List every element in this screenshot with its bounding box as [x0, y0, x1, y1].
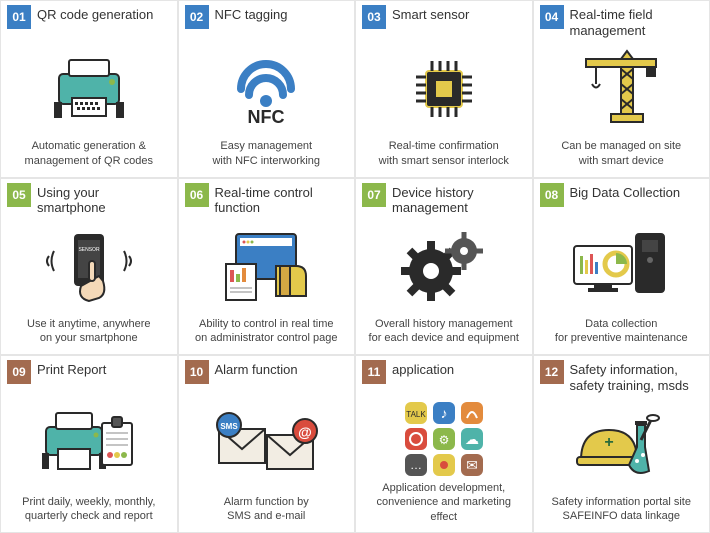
feature-grid: 01 QR code generation Automatic generati…	[0, 0, 710, 533]
desc-01: Automatic generation &management of QR c…	[7, 139, 171, 169]
cell-12: 12 Safety information,safety training, m…	[533, 355, 710, 533]
title-05: Using your smartphone	[37, 183, 171, 216]
badge-09: 09	[7, 360, 31, 384]
badge-12: 12	[540, 360, 564, 384]
cell-08: 08 Big Data Collection Data collectionfo…	[533, 178, 710, 356]
svg-text:☁: ☁	[465, 431, 479, 447]
cell-02: 02 NFC tagging NFC Easy managementwith N…	[178, 0, 356, 178]
svg-text:TALK: TALK	[406, 410, 426, 419]
cell-07: 07 Device historymanagement Overall hist…	[355, 178, 533, 356]
desc-10: Alarm function bySMS and e-mail	[185, 494, 349, 524]
cell-03: 03 Smart sensor Real-time confirmationwi…	[355, 0, 533, 178]
desc-02: Easy managementwith NFC interworking	[185, 139, 349, 169]
badge-10: 10	[185, 360, 209, 384]
desc-03: Real-time confirmationwith smart sensor …	[362, 139, 526, 169]
apps-icon: TALK ♪ ⚙ ☁ … ✉	[362, 396, 526, 479]
svg-text:…: …	[410, 458, 422, 472]
title-06: Real-time control function	[215, 183, 349, 216]
badge-04: 04	[540, 5, 564, 29]
badge-01: 01	[7, 5, 31, 29]
svg-text:⚙: ⚙	[438, 433, 449, 447]
printer-report-icon	[7, 396, 171, 492]
svg-text:SENSOR: SENSOR	[78, 247, 100, 253]
svg-text:NFC: NFC	[248, 107, 285, 126]
badge-03: 03	[362, 5, 386, 29]
svg-text:@: @	[298, 424, 312, 440]
phone-hand-icon: SENSOR	[7, 219, 171, 315]
badge-07: 07	[362, 183, 386, 207]
badge-08: 08	[540, 183, 564, 207]
cell-06: 06 Real-time control function Ability to…	[178, 178, 356, 356]
title-02: NFC tagging	[215, 5, 288, 23]
cell-04: 04 Real-time fieldmanagement Can be mana…	[533, 0, 710, 178]
badge-05: 05	[7, 183, 31, 207]
chip-icon	[362, 41, 526, 137]
title-09: Print Report	[37, 360, 106, 378]
crane-icon	[540, 41, 704, 137]
desc-07: Overall history managementfor each devic…	[362, 316, 526, 346]
cell-09: 09 Print Report Print daily, weekly, mon…	[0, 355, 178, 533]
title-11: application	[392, 360, 454, 378]
title-07: Device historymanagement	[392, 183, 474, 216]
desc-12: Safety information portal siteSAFEINFO d…	[540, 494, 704, 524]
desc-11: Application development,convenience and …	[362, 481, 526, 524]
svg-text:♪: ♪	[440, 405, 447, 421]
title-10: Alarm function	[215, 360, 298, 378]
desc-05: Use it anytime, anywhereon your smartpho…	[7, 316, 171, 346]
safety-icon: +	[540, 396, 704, 492]
svg-text:+: +	[605, 434, 614, 451]
cell-01: 01 QR code generation Automatic generati…	[0, 0, 178, 178]
title-03: Smart sensor	[392, 5, 469, 23]
printer-qr-icon	[7, 41, 171, 137]
gears-icon	[362, 219, 526, 315]
desc-04: Can be managed on sitewith smart device	[540, 139, 704, 169]
svg-text:✉: ✉	[466, 457, 478, 473]
title-04: Real-time fieldmanagement	[570, 5, 653, 38]
mail-sms-icon: SMS @	[185, 396, 349, 492]
cell-05: 05 Using your smartphone SENSOR Use it a…	[0, 178, 178, 356]
svg-text:SMS: SMS	[221, 422, 239, 431]
desc-09: Print daily, weekly, monthly,quarterly c…	[7, 494, 171, 524]
badge-11: 11	[362, 360, 386, 384]
cell-11: 11 application TALK ♪ ⚙ ☁ … ✉ Applicatio…	[355, 355, 533, 533]
title-01: QR code generation	[37, 5, 153, 23]
desc-08: Data collectionfor preventive maintenanc…	[540, 316, 704, 346]
desc-06: Ability to control in real timeon admini…	[185, 316, 349, 346]
nfc-icon: NFC	[185, 41, 349, 137]
title-08: Big Data Collection	[570, 183, 681, 201]
badge-06: 06	[185, 183, 209, 207]
badge-02: 02	[185, 5, 209, 29]
title-12: Safety information,safety training, msds	[570, 360, 689, 393]
dashboard-icon	[185, 219, 349, 315]
server-monitor-icon	[540, 219, 704, 315]
cell-10: 10 Alarm function SMS @ Alarm function b…	[178, 355, 356, 533]
